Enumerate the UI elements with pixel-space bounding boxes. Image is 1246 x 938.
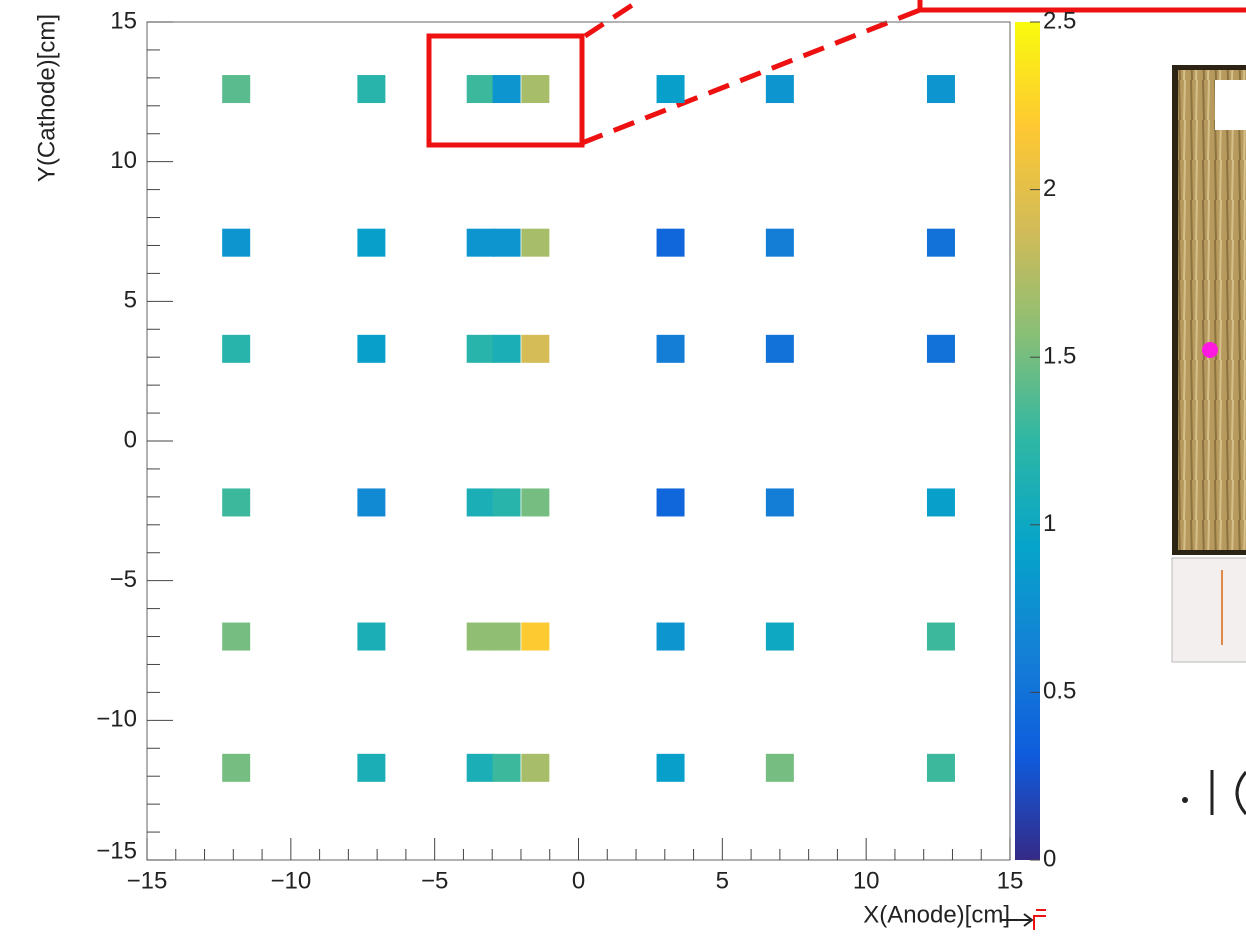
text-fragment [1235,771,1246,815]
heatmap-cell [656,228,685,257]
y-tick-label: −5 [110,566,137,593]
y-axis-title: Y(Cathode)[cm] [33,14,60,182]
inset-image [1171,557,1246,663]
bullet [1182,797,1188,803]
heatmap-cell [521,622,550,651]
y-tick-label: 10 [110,147,137,174]
heatmap-cell [656,622,685,651]
heatmap-cell [466,334,495,363]
heatmap-cell [521,75,550,104]
heatmap-cell [521,488,550,517]
heatmap-cell [521,228,550,257]
heatmap-cell [492,75,521,104]
heatmap-cell [521,753,550,782]
heatmap-cell [656,75,685,104]
y-tick-label: 15 [110,7,137,34]
heatmap-cell [492,488,521,517]
heatmap-cell [357,228,386,257]
heatmap-cell [466,753,495,782]
heatmap-cell [492,228,521,257]
heatmap-cell [222,488,251,517]
colorbar-tick-label: 1.5 [1043,343,1076,370]
heatmap-cell [926,488,955,517]
x-tick-label: −15 [127,867,168,894]
heatmap-cell [222,753,251,782]
colorbar-tick-label: 1 [1043,510,1056,537]
heatmap-cell [466,75,495,104]
zoom-box [426,33,585,148]
photo [1178,70,1246,550]
plot-frame [146,21,1011,861]
heatmap-cell [926,334,955,363]
x-tick-label: 15 [997,867,1024,894]
x-tick-label: 5 [716,867,729,894]
heatmap-cell [222,75,251,104]
y-tick-label: −15 [96,837,137,864]
heatmap-cell [926,622,955,651]
heatmap-cell [357,753,386,782]
heatmap-cell [926,228,955,257]
heatmap-cell [926,753,955,782]
heatmap-cell [466,622,495,651]
colorbar-tick-label: 2.5 [1043,7,1076,34]
heatmap-cell [492,753,521,782]
heatmap-cell [521,334,550,363]
heatmap-cell [765,75,794,104]
photo-label-box [1215,80,1246,130]
x-tick-label: −10 [270,867,311,894]
x-axis-title: X(Anode)[cm] [863,901,1010,928]
marker-dot [1202,342,1218,358]
heatmap-cell [357,75,386,104]
heatmap-cell [765,228,794,257]
y-tick-label: −10 [96,706,137,733]
heatmap-cell [765,622,794,651]
zoom-line [583,0,642,39]
heatmap-cell [492,334,521,363]
zoom-line [581,5,926,146]
x-tick-label: 0 [572,867,585,894]
heatmap-cell [765,488,794,517]
heatmap-cell [357,488,386,517]
heatmap-cell [765,334,794,363]
colorbar [1015,22,1040,860]
heatmap-cell [926,75,955,104]
heatmap-cell [466,228,495,257]
heatmap-cell [656,334,685,363]
y-tick-label: 5 [124,287,137,314]
heatmap-cell [765,753,794,782]
text-fragment [1033,909,1046,930]
heatmap-cell [357,334,386,363]
colorbar-tick-label: 2 [1043,175,1056,202]
heatmap-cell [222,334,251,363]
heatmap-cell [357,622,386,651]
arrow-head [1023,913,1034,927]
heatmap-cell [466,488,495,517]
x-tick-label: −5 [421,867,448,894]
zoom-target-box [917,0,1246,13]
x-tick-label: 10 [853,867,880,894]
heatmap-cell [492,622,521,651]
heatmap-cell [222,622,251,651]
heatmap-cell [222,228,251,257]
colorbar-tick-label: 0 [1043,845,1056,872]
heatmap-cell [656,488,685,517]
colorbar-tick-label: 0.5 [1043,678,1076,705]
heatmap-cell [656,753,685,782]
y-tick-label: 0 [124,426,137,453]
